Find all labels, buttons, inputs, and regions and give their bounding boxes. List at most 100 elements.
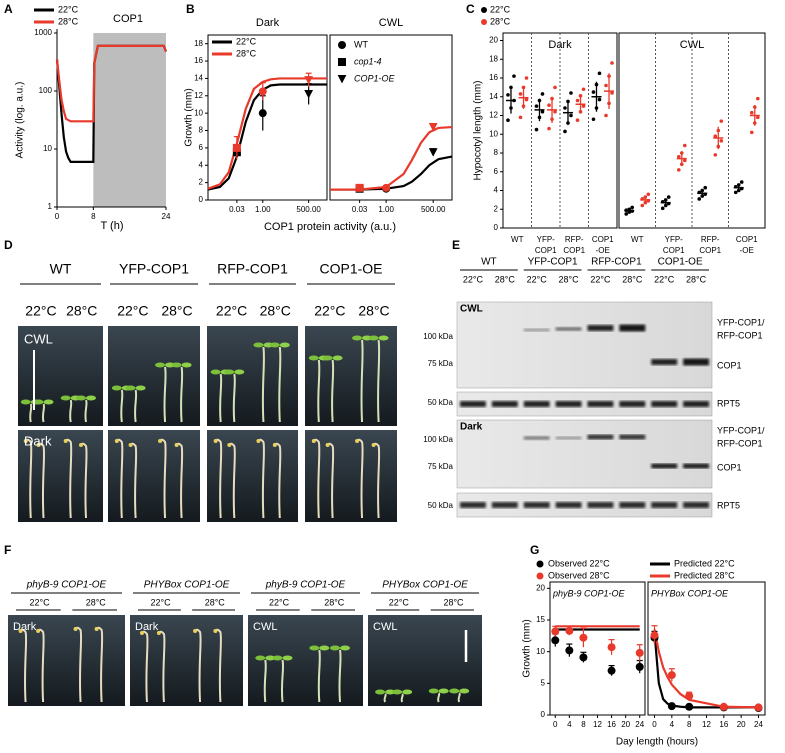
legend-label: 22°C [58, 4, 79, 14]
condition-label: CWL [24, 331, 53, 346]
band [683, 401, 709, 407]
data-point [553, 109, 557, 114]
y-tick-label: 20 [489, 36, 498, 45]
plot-frame [329, 34, 453, 201]
band [523, 401, 550, 407]
data-point [563, 106, 567, 110]
band [460, 502, 486, 508]
legend-label: Observed 28°C [548, 570, 610, 580]
cotyledon [459, 688, 470, 694]
temp-label: 28°C [324, 597, 345, 607]
seedling-stem [232, 373, 236, 423]
genotype-label: phyB-9 COP1-OE [26, 580, 107, 591]
y-tick-label: 6 [199, 143, 204, 152]
band [619, 502, 646, 508]
seedling-stem [180, 366, 184, 423]
cotyledon [155, 362, 166, 368]
photo-bg [18, 326, 103, 426]
band [651, 401, 678, 407]
cotyledon [43, 399, 54, 405]
data-point [749, 110, 754, 115]
chart-subtitle: phyB-9 COP1-OE [552, 588, 626, 598]
data-point [685, 692, 694, 700]
hook [94, 627, 99, 631]
hook [18, 629, 23, 633]
x-tick-label: 0.03 [229, 205, 245, 214]
data-point [713, 153, 718, 157]
x-tick-label: 4 [567, 720, 572, 729]
data-point [565, 626, 574, 635]
band [555, 502, 582, 508]
condition-label: Dark [460, 422, 483, 433]
y-axis-label: Growth (mm) [522, 619, 533, 677]
y-tick-label: 12 [194, 91, 203, 100]
data-point [506, 118, 510, 122]
cotyledon [378, 335, 389, 341]
photo-bg [305, 430, 397, 522]
panel-letter: G [530, 543, 539, 557]
x-tick-label: 24 [162, 212, 171, 221]
panel-letter: E [452, 238, 460, 252]
temp-label: 28°C [86, 597, 107, 607]
hook [256, 439, 261, 443]
data-point [569, 91, 573, 95]
cotyledon [76, 395, 86, 401]
series-line [330, 125, 453, 191]
condition-label: Dark [135, 621, 159, 633]
condition-label: Dark [13, 621, 37, 633]
cotyledon [340, 645, 350, 651]
y-tick-label: 14 [194, 74, 203, 83]
hook [311, 439, 316, 443]
hook [227, 443, 232, 447]
hook [73, 627, 78, 631]
legend-label: 28°C [58, 16, 79, 26]
band [555, 436, 582, 440]
genotype-label: phyB-9 COP1-OE [265, 580, 346, 591]
temp-label: 22°C [527, 274, 548, 284]
cotyledon [253, 342, 264, 348]
data-point [428, 148, 438, 157]
photo-bg [207, 326, 298, 426]
seedling-stem [317, 359, 321, 423]
cotyledon [309, 645, 320, 651]
x-axis-label: COP1 protein activity (a.u.) [264, 221, 396, 233]
cotyledon [272, 655, 283, 661]
hook [79, 443, 83, 447]
data-point [604, 113, 608, 118]
x-tick-label: RFP- [701, 235, 720, 244]
y-tick-label: 100 [39, 86, 53, 95]
x-tick-label: 16 [719, 720, 728, 729]
photo [207, 326, 298, 426]
photo [248, 615, 363, 706]
legend-swatch [338, 58, 346, 66]
photo [18, 326, 103, 426]
condition-label: CWL [373, 621, 397, 633]
photo-bg [108, 326, 200, 426]
photo-bg [108, 430, 200, 522]
data-point [624, 212, 629, 216]
x-tick-label: 20 [621, 720, 630, 729]
genotype-label: COP1-OE [319, 261, 382, 277]
data-point [604, 83, 608, 88]
y-tick-label: 10 [489, 129, 498, 138]
photo [207, 430, 298, 522]
data-point [733, 190, 738, 195]
x-tick-label: COP1 [592, 235, 614, 244]
legend-label: 28°C [490, 16, 511, 26]
x-tick-label: COP1 [699, 246, 721, 255]
data-point [518, 92, 523, 96]
temp-label: 22°C [30, 597, 51, 607]
genotype-label: YFP-COP1 [528, 257, 578, 268]
data-point [667, 671, 676, 680]
x-tick-label: COP1 [736, 235, 758, 244]
data-point [591, 90, 596, 94]
temp-label: 28°C [495, 274, 516, 284]
hook [325, 443, 330, 447]
y-tick-label: 18 [489, 54, 498, 63]
hook [23, 439, 28, 443]
cotyledon [352, 335, 363, 341]
seedling-stem [383, 693, 387, 703]
data-point [579, 633, 588, 642]
x-axis-label: Day length (hours) [616, 737, 698, 748]
band-label: RFP-COP1 [717, 330, 763, 340]
